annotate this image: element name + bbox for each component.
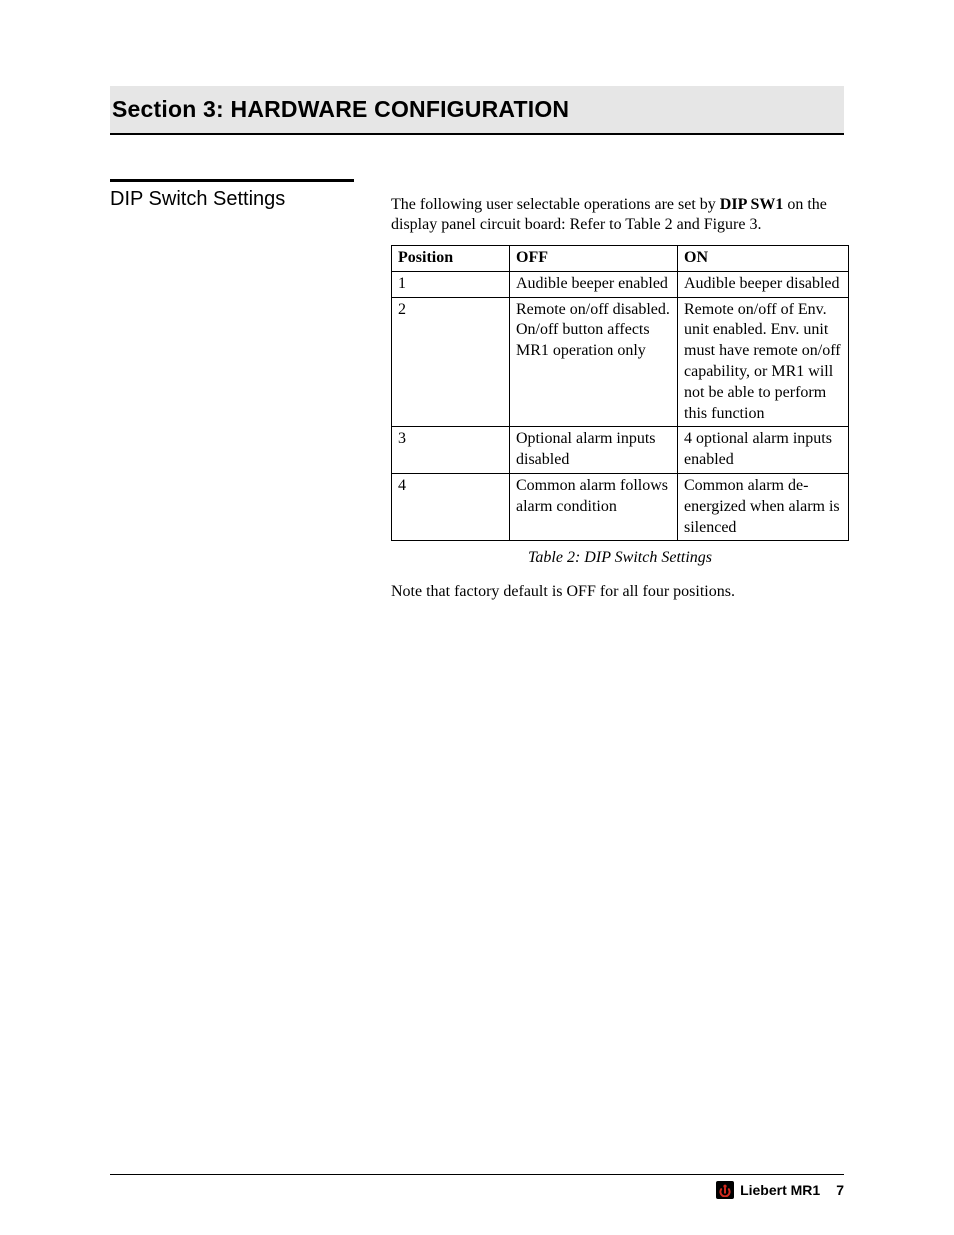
col-off: OFF bbox=[510, 246, 678, 272]
page-footer: Liebert MR1 7 bbox=[110, 1174, 844, 1199]
table-row: 2 Remote on/off disabled. On/off button … bbox=[392, 297, 849, 427]
cell-position: 4 bbox=[392, 473, 510, 540]
subsection-rule: DIP Switch Settings bbox=[110, 179, 354, 211]
cell-off: Optional alarm inputs disabled bbox=[510, 427, 678, 474]
table-row: 3 Optional alarm inputs disabled 4 optio… bbox=[392, 427, 849, 474]
cell-on: Common alarm de-energized when alarm is … bbox=[678, 473, 849, 540]
table-caption: Table 2: DIP Switch Settings bbox=[391, 549, 849, 567]
subsection-title: DIP Switch Settings bbox=[110, 188, 354, 211]
cell-on: 4 optional alarm inputs enabled bbox=[678, 427, 849, 474]
table-row: 4 Common alarm follows alarm condition C… bbox=[392, 473, 849, 540]
footer-page-number: 7 bbox=[836, 1182, 844, 1198]
cell-on: Audible beeper disabled bbox=[678, 271, 849, 297]
cell-position: 1 bbox=[392, 271, 510, 297]
cell-off: Remote on/off disabled. On/off button af… bbox=[510, 297, 678, 427]
col-position: Position bbox=[392, 246, 510, 272]
table-header-row: Position OFF ON bbox=[392, 246, 849, 272]
dip-switch-table: Position OFF ON 1 Audible beeper enabled… bbox=[391, 245, 849, 541]
cell-position: 3 bbox=[392, 427, 510, 474]
note-paragraph: Note that factory default is OFF for all… bbox=[391, 583, 849, 601]
footer-brand: Liebert MR1 bbox=[740, 1182, 820, 1198]
cell-off: Audible beeper enabled bbox=[510, 271, 678, 297]
cell-off: Common alarm follows alarm condition bbox=[510, 473, 678, 540]
body-column: The following user selectable operations… bbox=[391, 195, 849, 601]
cell-position: 2 bbox=[392, 297, 510, 427]
table-row: 1 Audible beeper enabled Audible beeper … bbox=[392, 271, 849, 297]
intro-bold: DIP SW1 bbox=[720, 196, 784, 213]
section-header: Section 3: HARDWARE CONFIGURATION bbox=[110, 86, 844, 135]
intro-paragraph: The following user selectable operations… bbox=[391, 195, 849, 235]
cell-on: Remote on/off of Env. unit enabled. Env.… bbox=[678, 297, 849, 427]
liebert-logo-icon bbox=[716, 1181, 734, 1199]
intro-text-pre: The following user selectable operations… bbox=[391, 196, 720, 213]
col-on: ON bbox=[678, 246, 849, 272]
